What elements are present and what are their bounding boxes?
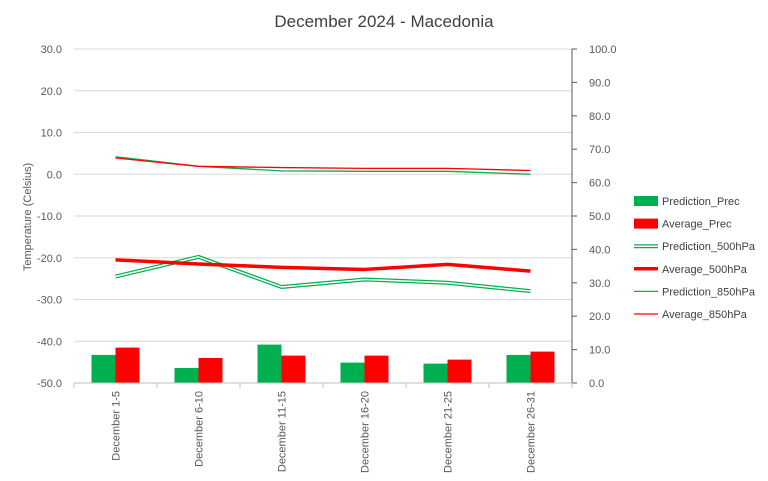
y2-tick-label: 80.0	[589, 111, 610, 123]
gridlines	[74, 48, 572, 384]
bar-prediction-prec	[91, 354, 116, 383]
y2-tick-label: 70.0	[589, 144, 610, 156]
y2-tick-label: 30.0	[589, 278, 610, 290]
bar-prediction-prec	[340, 362, 365, 383]
y2-tick-label: 90.0	[589, 77, 610, 89]
y-axis-title: Temperature (Celsius)	[22, 163, 34, 271]
x-tick-label: December 16-20	[360, 391, 372, 473]
chart-title: December 2024 - Macedonia	[274, 12, 494, 31]
y2-tick-label: 50.0	[589, 211, 610, 223]
bar-average-prec	[447, 359, 472, 383]
bar-average-prec	[198, 357, 223, 383]
legend-average-500hpa-label: Average_500hPa	[662, 264, 748, 276]
bar-prediction-prec	[174, 367, 199, 383]
bar-average-prec	[115, 347, 140, 383]
bar-average-prec	[530, 351, 555, 383]
y-tick-label: 20.0	[41, 86, 62, 98]
y-tick-label: -30.0	[37, 295, 62, 307]
x-tick-label: December 1-5	[111, 391, 123, 461]
line-average-850hpa	[115, 157, 531, 172]
y-tick-label: 0.0	[47, 169, 62, 181]
x-tick-label: December 21-25	[443, 391, 455, 473]
legend-prediction-prec-swatch	[634, 196, 658, 206]
x-tick-label: December 26-31	[526, 391, 538, 473]
bar-series	[91, 344, 555, 383]
bar-prediction-prec	[257, 344, 282, 383]
legend-prediction-850hpa-label: Prediction_850hPa	[662, 286, 756, 298]
y2-tick-label: 100.0	[589, 44, 617, 56]
y2-tick-label: 60.0	[589, 178, 610, 190]
line-series	[115, 156, 531, 294]
legend-average-prec-label: Average_Prec	[662, 219, 732, 231]
y-tick-label: -50.0	[37, 378, 62, 390]
line-prediction-850hpa	[115, 156, 531, 175]
legend: Prediction_Prec Average_Prec Prediction_50…	[634, 196, 756, 321]
y-tick-label: -20.0	[37, 253, 62, 265]
legend-prediction-500hpa-label: Prediction_500hPa	[662, 241, 756, 253]
bar-prediction-prec	[423, 363, 448, 383]
bar-average-prec	[364, 355, 389, 383]
y-tick-label: 10.0	[41, 128, 62, 140]
y-tick-label: -40.0	[37, 336, 62, 348]
line-prediction-500hpa-inner	[115, 256, 531, 292]
y-tick-label: -10.0	[37, 211, 62, 223]
y2-tick-label: 10.0	[589, 345, 610, 357]
bar-prediction-prec	[506, 354, 531, 383]
y2-tick-label: 20.0	[589, 311, 610, 323]
legend-average-850hpa-label: Average_850hPa	[662, 309, 748, 321]
line-average-500hpa	[115, 258, 531, 273]
axes: 30.0 20.0 10.0 0.0 -10.0 -20.0 -30.0 -40.0 -50.0…	[37, 44, 617, 473]
legend-prediction-prec-label: Prediction_Prec	[662, 196, 740, 208]
legend-average-prec-swatch	[634, 218, 658, 229]
x-tick-label: December 11-15	[277, 391, 289, 472]
x-tick-label: December 6-10	[194, 391, 206, 467]
y-tick-label: 30.0	[41, 44, 62, 56]
y2-tick-label: 0.0	[589, 378, 604, 390]
y2-tick-label: 40.0	[589, 244, 610, 256]
bar-average-prec	[281, 355, 306, 383]
